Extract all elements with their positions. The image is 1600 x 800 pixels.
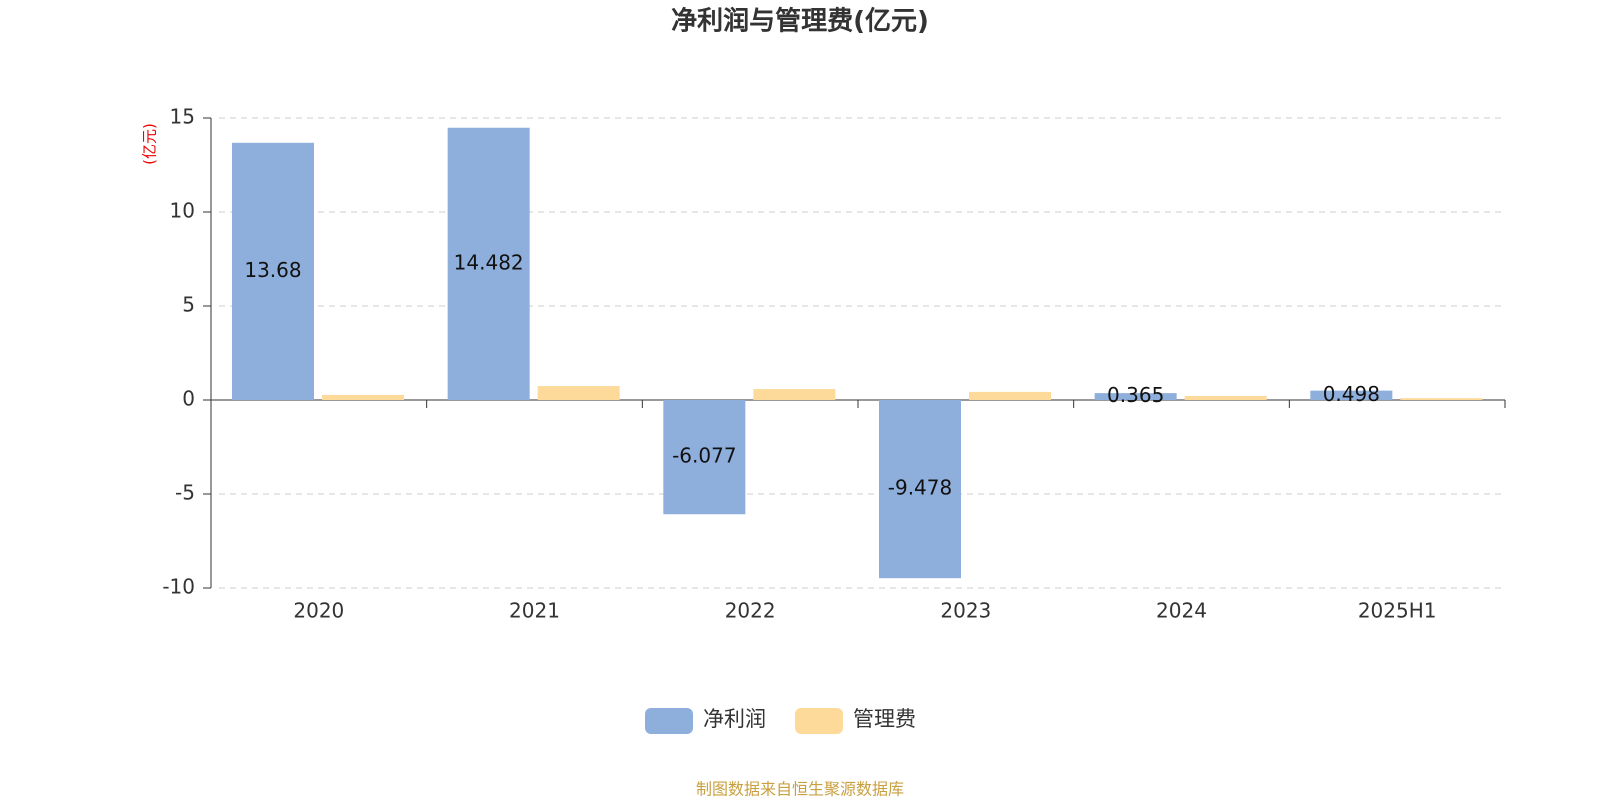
x-tick-label: 2021 — [509, 599, 560, 623]
y-tick-label: 0 — [182, 387, 195, 411]
legend-label: 管理费 — [853, 707, 916, 731]
y-tick-label: 15 — [170, 105, 195, 129]
x-tick-label: 2022 — [725, 599, 776, 623]
bar — [537, 386, 620, 400]
data-label: 14.482 — [454, 250, 524, 274]
y-tick-label: -10 — [162, 575, 195, 599]
x-tick-label: 2025H1 — [1358, 599, 1437, 623]
x-tick-label: 2020 — [293, 599, 344, 623]
bar — [663, 400, 746, 515]
x-tick-label: 2023 — [940, 599, 991, 623]
data-label: -9.478 — [888, 476, 952, 500]
legend-swatch — [795, 708, 843, 734]
chart-title: 净利润与管理费(亿元) — [671, 6, 929, 37]
legend-label: 净利润 — [703, 707, 766, 731]
data-label: 0.498 — [1323, 382, 1380, 406]
y-tick-label: 10 — [170, 199, 195, 223]
bar — [969, 391, 1051, 400]
data-label: 0.365 — [1107, 383, 1164, 407]
bar — [1094, 393, 1177, 400]
source-note: 制图数据来自恒生聚源数据库 — [696, 780, 904, 799]
bar — [753, 389, 836, 400]
bar — [232, 142, 314, 401]
legend-swatch — [645, 708, 693, 734]
y-tick-label: 5 — [182, 293, 195, 317]
bar — [447, 127, 530, 400]
bar — [1184, 396, 1267, 400]
y-tick-label: -5 — [175, 481, 195, 505]
bar — [879, 400, 961, 579]
bar — [322, 394, 404, 400]
data-label: -6.077 — [672, 444, 736, 468]
data-label: 13.68 — [244, 258, 301, 282]
y-unit: (亿元) — [141, 123, 159, 165]
bar — [1400, 398, 1483, 400]
x-tick-label: 2024 — [1156, 599, 1207, 623]
bar — [1310, 390, 1393, 400]
